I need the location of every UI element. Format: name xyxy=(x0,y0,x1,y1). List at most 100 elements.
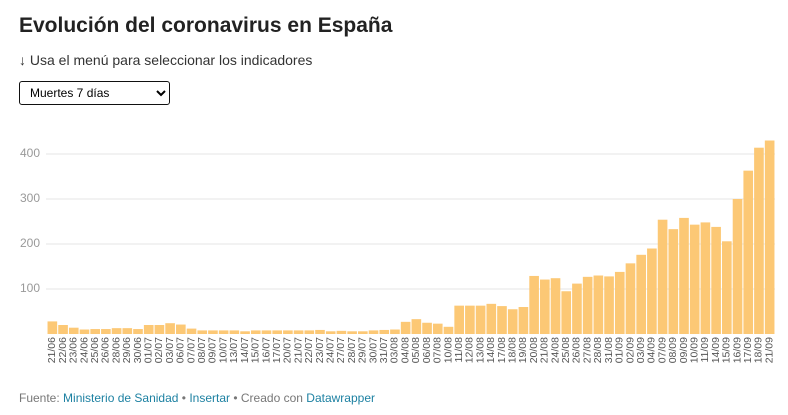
bar xyxy=(475,305,486,334)
x-tick-label: 31/08 xyxy=(603,337,615,363)
bar xyxy=(497,306,507,334)
bar xyxy=(165,323,175,334)
bar xyxy=(582,276,593,334)
bar xyxy=(657,219,668,334)
x-tick-label: 11/08 xyxy=(453,337,465,363)
x-tick-label: 02/07 xyxy=(153,337,165,363)
x-tick-label: 11/09 xyxy=(699,337,711,363)
x-tick-label: 16/09 xyxy=(731,337,743,363)
bar xyxy=(325,331,336,334)
x-tick-label: 01/07 xyxy=(142,337,154,363)
bar xyxy=(111,328,122,334)
bar xyxy=(743,170,754,334)
x-tick-label: 17/08 xyxy=(496,337,508,363)
bar xyxy=(47,321,58,334)
x-tick-label: 22/07 xyxy=(303,337,315,363)
x-tick-label: 03/08 xyxy=(389,337,401,363)
bar xyxy=(443,326,454,334)
footer: Fuente: Ministerio de Sanidad • Insertar… xyxy=(19,391,375,405)
bar xyxy=(347,331,357,334)
x-tick-label: 27/08 xyxy=(581,337,593,363)
x-tick-label: 06/08 xyxy=(421,337,433,363)
bar xyxy=(411,319,422,334)
bar xyxy=(668,229,679,334)
x-tick-label: 08/09 xyxy=(667,337,679,363)
x-tick-label: 10/09 xyxy=(688,337,700,363)
bar xyxy=(101,329,111,334)
x-tick-label: 27/07 xyxy=(335,337,347,363)
x-tick-label: 07/08 xyxy=(432,337,444,363)
x-tick-label: 28/08 xyxy=(592,337,604,363)
bar xyxy=(122,328,133,334)
x-tick-label: 09/07 xyxy=(207,337,219,363)
bar xyxy=(647,248,657,334)
bar xyxy=(336,330,347,334)
x-tick-label: 21/06 xyxy=(46,337,58,363)
bar xyxy=(400,321,411,334)
bar xyxy=(529,275,539,334)
x-tick-label: 18/09 xyxy=(753,337,765,363)
x-tick-label: 25/08 xyxy=(560,337,572,363)
bar xyxy=(154,325,165,334)
bar xyxy=(133,329,143,334)
x-tick-label: 06/07 xyxy=(175,337,187,363)
x-tick-label: 03/09 xyxy=(635,337,647,363)
bar xyxy=(732,199,743,334)
x-tick-label: 30/07 xyxy=(367,337,379,363)
x-tick-label: 30/06 xyxy=(132,337,144,363)
bar xyxy=(486,303,497,334)
source-label: Fuente: xyxy=(19,391,60,405)
bar xyxy=(283,330,293,334)
x-tick-label: 28/06 xyxy=(110,337,122,363)
bar xyxy=(250,330,261,334)
x-tick-label: 14/08 xyxy=(485,337,497,363)
bar xyxy=(261,330,272,334)
x-tick-label: 09/09 xyxy=(678,337,690,363)
tool-link[interactable]: Datawrapper xyxy=(306,391,375,405)
x-tick-label: 07/09 xyxy=(656,337,668,363)
source-link[interactable]: Ministerio de Sanidad xyxy=(63,391,179,405)
x-tick-label: 21/09 xyxy=(763,337,775,363)
bar xyxy=(593,275,604,334)
bar xyxy=(422,322,432,334)
bar xyxy=(604,276,614,334)
x-tick-label: 15/09 xyxy=(721,337,733,363)
bar xyxy=(68,327,79,334)
bar xyxy=(572,283,582,334)
bar xyxy=(754,147,764,334)
x-tick-label: 26/08 xyxy=(571,337,583,363)
chart: 10020030040021/0622/0623/0624/0625/0626/… xyxy=(20,140,775,363)
bar xyxy=(561,291,572,334)
x-tick-label: 13/07 xyxy=(228,337,240,363)
x-tick-label: 04/08 xyxy=(399,337,411,363)
x-tick-label: 12/08 xyxy=(464,337,476,363)
bar xyxy=(550,278,561,334)
bar xyxy=(689,224,700,334)
x-tick-label: 10/07 xyxy=(217,337,229,363)
chart-title: Evolución del coronavirus en España xyxy=(19,14,393,37)
x-tick-label: 24/06 xyxy=(78,337,90,363)
bar xyxy=(368,330,379,334)
x-tick-label: 23/06 xyxy=(68,337,80,363)
bar xyxy=(79,329,90,334)
bar xyxy=(176,324,186,334)
y-tick-label: 200 xyxy=(20,236,40,250)
x-tick-label: 24/08 xyxy=(549,337,561,363)
x-tick-label: 17/09 xyxy=(742,337,754,363)
indicator-select[interactable]: Muertes 7 días xyxy=(19,81,170,105)
embed-link[interactable]: Insertar xyxy=(189,391,231,405)
bar xyxy=(229,330,240,334)
bar xyxy=(90,329,100,334)
x-tick-label: 28/07 xyxy=(346,337,358,363)
bar xyxy=(722,241,732,334)
x-tick-label: 24/07 xyxy=(324,337,336,363)
x-tick-label: 21/07 xyxy=(292,337,304,363)
x-tick-label: 22/06 xyxy=(57,337,69,363)
bar xyxy=(218,330,229,334)
bar xyxy=(679,217,689,334)
x-tick-label: 26/06 xyxy=(100,337,112,363)
bar xyxy=(304,330,315,334)
x-tick-label: 15/07 xyxy=(250,337,262,363)
x-tick-label: 31/07 xyxy=(378,337,390,363)
